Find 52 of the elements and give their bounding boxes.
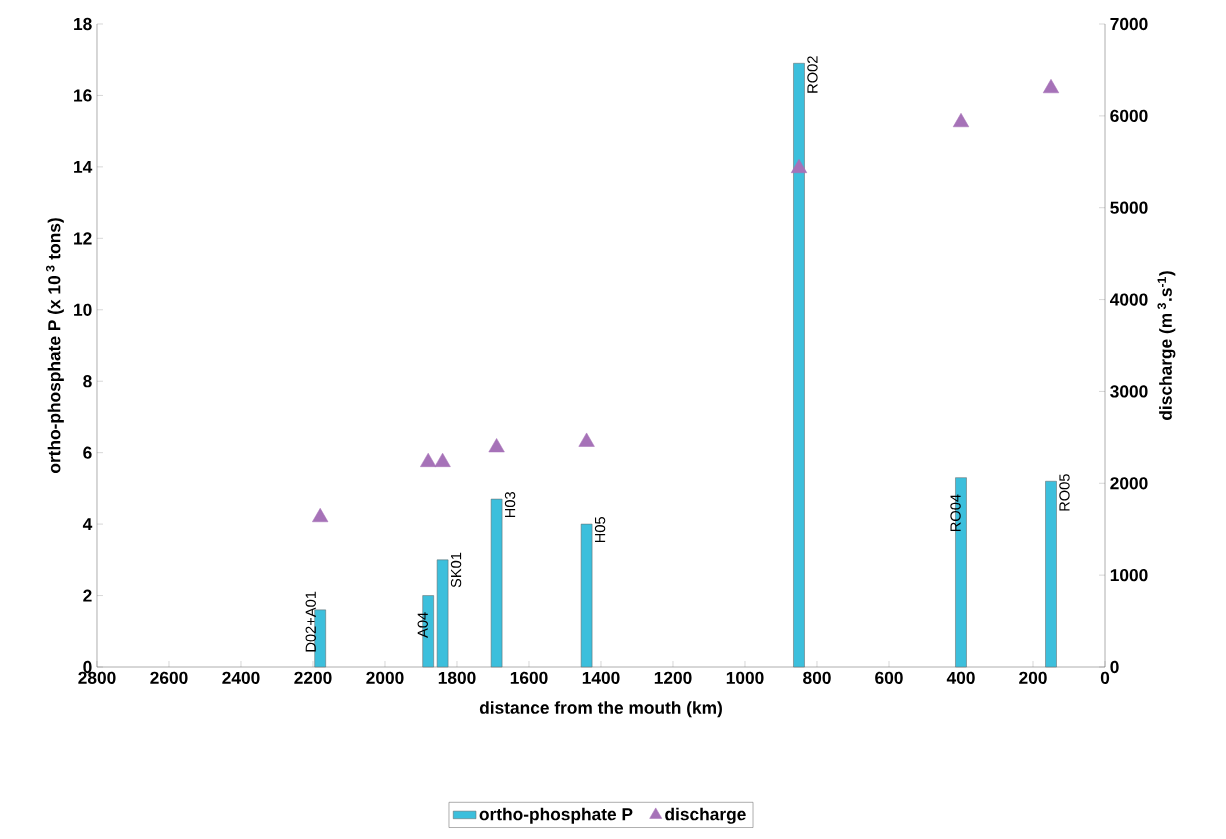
point [1042, 79, 1060, 94]
y2-tick-label: 0 [1110, 660, 1119, 674]
x-tick-label: 1800 [438, 671, 476, 684]
y-tick-label: 8 [83, 375, 92, 388]
y2-axis-title: discharge (m $^{3}$.s$^{-1}$) [1157, 271, 1176, 420]
x-tick-label: 200 [1019, 671, 1047, 684]
annotation: D02+A01 [305, 591, 316, 652]
y2-tick-label: 3000 [1110, 385, 1148, 398]
y-axis-title: ortho-phosphate P (x 10 $^{3}$ tons) [45, 218, 64, 473]
point [434, 452, 451, 467]
y2-tick-label: 1000 [1110, 569, 1148, 582]
annotation: RO04 [950, 494, 961, 532]
annotation: H05 [594, 517, 606, 543]
annotation: A04 [417, 612, 428, 638]
x-axis-title: distance from the mouth (km) [479, 701, 722, 718]
x-tick-label: 2400 [222, 671, 260, 684]
annotation: RO05 [1059, 474, 1070, 511]
y2-tick-label: 6000 [1110, 109, 1148, 122]
y-tick-label: 10 [74, 303, 92, 316]
legend-label: discharge [665, 807, 746, 824]
x-tick-label: 0 [1100, 671, 1110, 684]
x-tick-label: 600 [875, 671, 903, 684]
x-tick-label: 2600 [150, 671, 188, 684]
point [952, 113, 970, 128]
annotation: SK01 [450, 552, 462, 588]
y-tick-label: 16 [74, 89, 92, 102]
y-tick-label: 2 [83, 589, 92, 602]
point [790, 158, 808, 173]
y-tick-label: 12 [74, 232, 92, 245]
x-tick-label: 1400 [582, 671, 620, 684]
y2-tick-label: 4000 [1109, 293, 1148, 306]
x-tick-label: 2000 [366, 671, 404, 684]
point [312, 508, 329, 523]
y2-tick-label: 2000 [1110, 477, 1148, 490]
y-tick-label: 18 [74, 17, 92, 31]
annotation: RO02 [807, 56, 818, 93]
x-tick-label: 800 [803, 671, 831, 684]
y-tick-label: 6 [83, 446, 92, 459]
x-tick-label: 2200 [294, 671, 332, 684]
y2-tick-label: 5000 [1110, 201, 1148, 214]
annotation: H03 [504, 492, 516, 518]
x-tick-label: 1600 [510, 671, 548, 684]
x-tick-label: 1000 [726, 671, 764, 684]
point [420, 452, 437, 467]
x-tick-label: 1200 [654, 671, 692, 684]
x-tick-label: 400 [946, 671, 975, 684]
point [488, 438, 505, 453]
y2-tick-label: 7000 [1110, 17, 1148, 31]
point [578, 432, 595, 447]
y-tick-label: 4 [82, 518, 93, 531]
y-tick-label: 14 [74, 160, 93, 173]
legend-label: ortho-phosphate P [479, 807, 633, 824]
